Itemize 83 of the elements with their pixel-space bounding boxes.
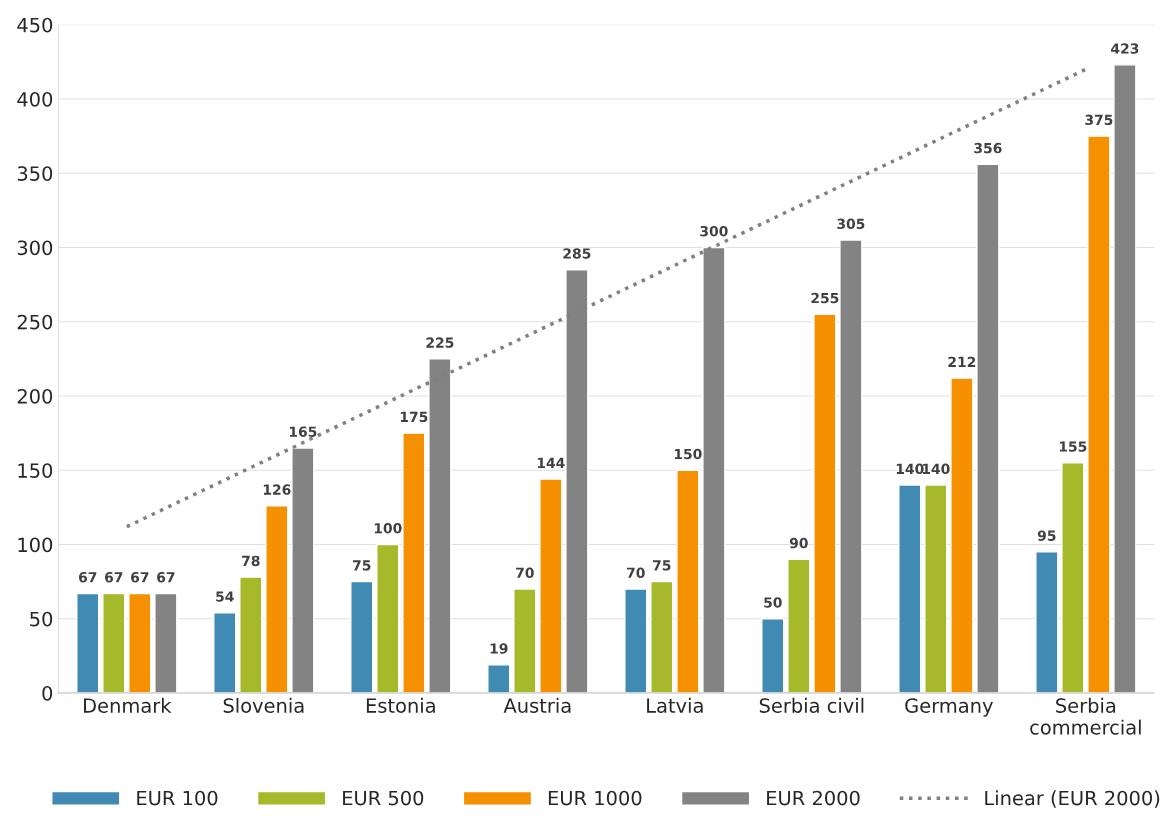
bar xyxy=(976,163,1000,693)
bar xyxy=(402,432,426,693)
y-tick-label: 0 xyxy=(42,685,53,701)
data-label: 165 xyxy=(289,426,317,437)
bar xyxy=(487,664,511,693)
bar xyxy=(154,592,178,693)
x-tick-label: Denmark xyxy=(84,697,172,713)
data-label: 70 xyxy=(516,567,534,579)
data-label: 126 xyxy=(263,484,291,495)
data-label: 155 xyxy=(1059,441,1087,452)
legend-label: EUR 100 xyxy=(137,790,218,806)
data-label: 67 xyxy=(131,571,149,583)
data-label: 356 xyxy=(974,142,1002,154)
legend-label: EUR 500 xyxy=(343,790,424,806)
data-label: 255 xyxy=(811,292,839,304)
x-tick-label: Austria xyxy=(503,697,571,713)
bar xyxy=(1061,462,1085,693)
data-label: 225 xyxy=(426,337,454,348)
data-label: 70 xyxy=(627,567,645,579)
bar xyxy=(128,592,152,693)
data-label: 300 xyxy=(700,225,728,237)
data-label: 75 xyxy=(653,560,671,571)
y-tick-label: 450 xyxy=(17,17,53,33)
bar xyxy=(813,313,837,693)
y-tick-label: 250 xyxy=(17,314,53,330)
legend-label: EUR 2000 xyxy=(767,790,860,806)
data-label: 140 xyxy=(922,463,950,475)
bar xyxy=(265,505,289,693)
y-tick-label: 350 xyxy=(17,166,53,181)
x-tick-label: Serbia commercial xyxy=(1030,697,1141,735)
data-label: 100 xyxy=(374,522,402,534)
bar xyxy=(102,592,126,693)
bar xyxy=(239,576,263,693)
data-label: 212 xyxy=(948,356,976,367)
data-label: 144 xyxy=(537,457,565,468)
bar xyxy=(376,543,400,693)
data-label: 78 xyxy=(242,555,260,567)
bar xyxy=(676,469,700,693)
data-label: 423 xyxy=(1111,43,1139,54)
data-label: 285 xyxy=(563,248,591,259)
bar xyxy=(1035,551,1059,693)
bar xyxy=(76,592,100,693)
data-label: 140 xyxy=(896,463,924,475)
bar xyxy=(761,618,785,693)
bar xyxy=(539,478,563,693)
y-tick-label: 150 xyxy=(18,463,53,478)
x-tick-label: Serbia civil xyxy=(759,697,864,713)
x-tick-label: Latvia xyxy=(647,697,703,713)
bar xyxy=(350,580,374,693)
data-label: 305 xyxy=(837,218,865,230)
bar xyxy=(1087,135,1111,693)
legend-label: Linear (EUR 2000) xyxy=(985,790,1160,808)
bar xyxy=(839,239,863,693)
y-tick-label: 400 xyxy=(17,91,53,107)
bar xyxy=(650,580,674,693)
x-tick-label: Germany xyxy=(905,698,993,717)
bar xyxy=(213,612,237,693)
y-tick-label: 300 xyxy=(17,240,53,256)
data-label: 150 xyxy=(674,448,702,460)
data-label: 67 xyxy=(104,571,123,583)
bar xyxy=(898,484,922,693)
data-label: 75 xyxy=(353,560,371,571)
y-tick-label: 100 xyxy=(18,537,53,553)
y-tick-label: 200 xyxy=(17,388,53,404)
data-label: 19 xyxy=(490,643,508,654)
data-label: 67 xyxy=(78,571,97,583)
y-tick-label: 50 xyxy=(30,611,53,627)
x-tick-label: Estonia xyxy=(366,697,435,713)
bar xyxy=(513,588,537,693)
x-tick-label: Slovenia xyxy=(223,697,304,713)
bar xyxy=(787,558,811,693)
bar xyxy=(950,377,974,693)
data-label: 375 xyxy=(1085,114,1113,126)
data-label: 54 xyxy=(216,591,234,602)
bar xyxy=(624,588,648,693)
bar xyxy=(924,484,948,693)
data-label: 175 xyxy=(400,411,428,423)
data-label: 90 xyxy=(789,537,808,549)
legend-label: EUR 1000 xyxy=(548,790,642,806)
bar xyxy=(1113,64,1137,693)
data-label: 95 xyxy=(1037,530,1056,541)
data-label: 67 xyxy=(157,571,175,583)
data-label: 50 xyxy=(764,597,782,608)
